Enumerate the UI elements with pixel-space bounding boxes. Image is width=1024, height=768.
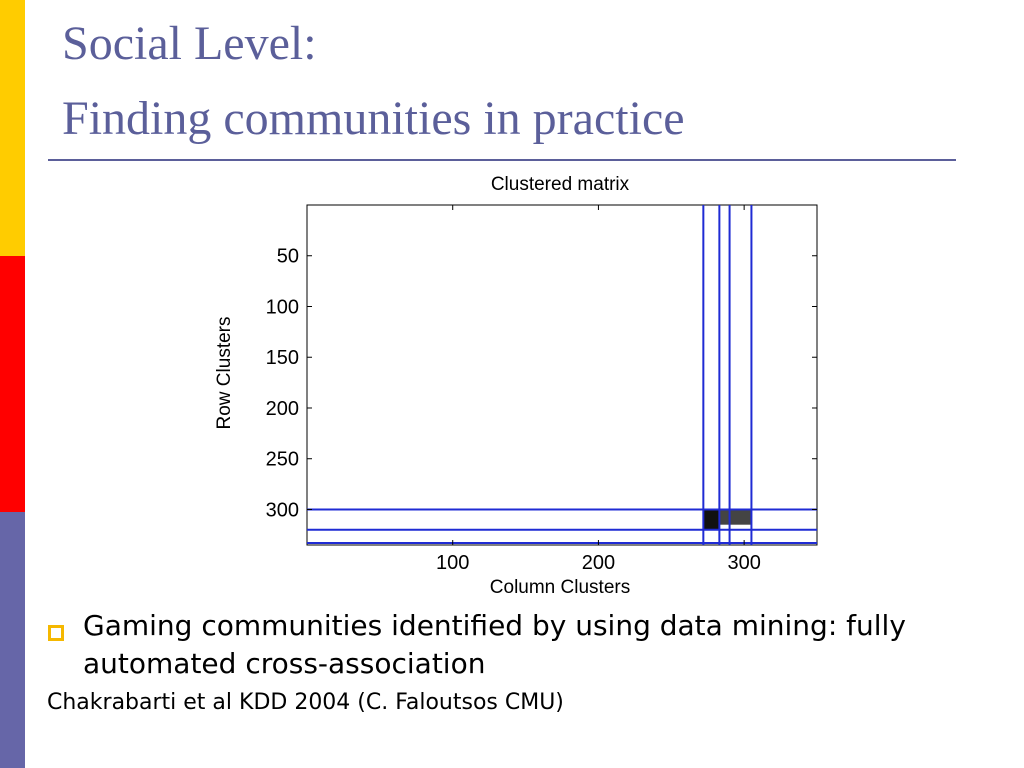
y-tick-label: 300 — [266, 499, 299, 521]
x-axis-label: Column Clusters — [490, 577, 630, 598]
sidebar-accent-yellow — [0, 0, 25, 256]
slide-title-line-2: Finding communities in practice — [62, 92, 685, 145]
sidebar-accent-blue — [0, 512, 25, 768]
y-tick-label: 250 — [266, 449, 299, 471]
y-tick-label: 100 — [266, 296, 299, 318]
clustered-matrix-chart: Clustered matrix Column Clusters Row Clu… — [214, 174, 818, 598]
sidebar-accent-red — [0, 256, 25, 512]
bullet-text: Gaming communities identified by using d… — [83, 609, 906, 680]
citation: Chakrabarti et al KDD 2004 (C. Faloutsos… — [47, 690, 564, 715]
slide-title-line-1: Social Level: — [62, 17, 317, 70]
chart-title: Clustered matrix — [491, 174, 630, 195]
title-divider — [48, 159, 956, 161]
y-axis-label: Row Clusters — [214, 317, 235, 430]
y-tick-label: 150 — [266, 347, 299, 369]
dense-block — [703, 509, 720, 530]
y-tick-label: 50 — [277, 246, 299, 268]
x-tick-label: 100 — [436, 552, 469, 574]
plot-frame — [306, 204, 818, 546]
x-tick-label: 200 — [582, 552, 615, 574]
bullet-square-icon — [48, 625, 64, 641]
dense-block — [719, 509, 752, 525]
x-tick-label: 300 — [727, 552, 760, 574]
y-tick-label: 200 — [266, 398, 299, 420]
